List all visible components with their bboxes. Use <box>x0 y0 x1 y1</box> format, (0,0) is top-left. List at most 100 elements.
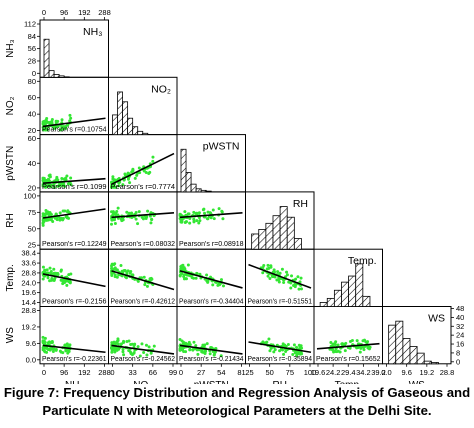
scatter-point-Temp-NH3-40 <box>67 273 71 277</box>
scatter-point-RH-NH3-59 <box>61 216 65 220</box>
scatter-point-RH-NO2-52 <box>134 217 138 221</box>
scatter-panel-Temp-pWSTN: Pearson's r=-0.34404 <box>178 263 244 306</box>
scatter-point-Temp-RH-27 <box>261 271 265 275</box>
scatter-point-RH-pWSTN-49 <box>184 220 188 224</box>
scatter-point-WS-Temp-66 <box>332 342 336 346</box>
scatter-point-Temp-RH-32 <box>282 281 286 285</box>
scatter-point-WS-pWSTN-63 <box>202 351 206 355</box>
scatter-point-pWSTN-NO2-34 <box>128 181 132 185</box>
scatter-point-Temp-NH3-36 <box>48 279 52 283</box>
scatter-point-Temp-NO2-66 <box>142 275 146 279</box>
scatter-point-WS-NH3-58 <box>52 347 56 351</box>
histogram-bar-NO2-1 <box>117 91 123 135</box>
scatter-point-RH-NO2-50 <box>121 218 125 222</box>
scatter-point-Temp-pWSTN-54 <box>206 280 210 284</box>
scatter-point-Temp-pWSTN-53 <box>178 273 182 277</box>
scatter-point-WS-NH3-67 <box>41 345 45 349</box>
scatter-point-RH-NH3-49 <box>64 215 68 219</box>
scatter-point-Temp-RH-56 <box>270 274 274 278</box>
scatter-point-pWSTN-NH3-52 <box>56 178 60 182</box>
x-tick-label-pWSTN-3: 81 <box>237 368 245 377</box>
scatter-point-RH-NO2-68 <box>113 211 117 215</box>
y-tick-label-RH-3: 25 <box>28 241 36 250</box>
y-tick-label-NH3-3: 28 <box>28 56 36 65</box>
scatter-point-WS-RH-55 <box>261 340 265 344</box>
scatter-point-WS-pWSTN-34 <box>196 352 200 356</box>
fit-line-RH-pWSTN <box>179 212 243 219</box>
scatter-point-pWSTN-NO2-19 <box>135 173 139 177</box>
scatter-point-WS-NH3-65 <box>42 349 46 353</box>
scatter-point-NO2-NH3-63 <box>41 122 45 126</box>
fit-line-RH-NO2 <box>111 212 175 219</box>
scatter-point-RH-NH3-65 <box>54 212 58 216</box>
scatter-point-Temp-NH3-66 <box>52 278 56 282</box>
scatter-point-pWSTN-NH3-69 <box>64 178 68 182</box>
right-tick-label-5: 8 <box>456 348 460 357</box>
x-tick-label-WS-0: 0.0 <box>381 368 391 377</box>
scatter-point-Temp-NO2-69 <box>129 269 133 273</box>
scatter-point-Temp-NO2-60 <box>112 263 116 267</box>
scatter-point-WS-RH-69 <box>300 352 304 356</box>
scatter-point-RH-NH3-68 <box>58 211 62 215</box>
x-axis-label-NO2: NO₂ <box>133 380 152 384</box>
right-tick-label-6: 0 <box>456 357 460 366</box>
scatter-point-Temp-NO2-59 <box>145 284 149 288</box>
scatter-point-pWSTN-NH3-47 <box>69 176 73 180</box>
scatter-point-pWSTN-NO2-3 <box>133 176 137 180</box>
histogram-bar-NO2-4 <box>132 126 139 135</box>
fit-line-Temp-NH3 <box>42 273 106 288</box>
scatter-point-Temp-pWSTN-61 <box>184 277 188 281</box>
scatter-point-WS-pWSTN-59 <box>209 346 213 350</box>
scatter-point-Temp-pWSTN-64 <box>182 267 186 271</box>
histogram-bar-Temp-5 <box>355 263 364 307</box>
scatter-point-WS-pWSTN-66 <box>182 340 186 344</box>
scatter-point-pWSTN-NO2-40 <box>151 155 155 159</box>
scatter-point-WS-NH3-48 <box>68 343 72 347</box>
y-tick-label-pWSTN-0: 60 <box>28 134 36 143</box>
pearson-label-WS-pWSTN: Pearson's r=-0.21434 <box>179 354 244 363</box>
scatter-point-Temp-NO2-55 <box>149 278 153 282</box>
scatter-panel-Temp-NH3: Pearson's r=-0.2156 <box>41 265 107 306</box>
scatter-point-WS-NO2-65 <box>144 343 148 347</box>
scatter-point-Temp-RH-51 <box>266 263 270 267</box>
x-tick-label-NH3-0: 0 <box>42 368 46 377</box>
scatter-point-WS-NO2-51 <box>125 340 129 344</box>
x-tick-label-RH-0: 25 <box>245 368 253 377</box>
x-tick-label-NO2-1: 33 <box>128 368 136 377</box>
scatter-point-Temp-NH3-28 <box>46 276 50 280</box>
scatter-point-WS-Temp-63 <box>331 348 335 352</box>
histogram-bar-NO2-0 <box>112 114 118 135</box>
y-tick-label-Temp-2: 28.8 <box>21 268 36 277</box>
x-axis-label-Temp: Temp. <box>335 380 362 384</box>
scatter-point-Temp-RH-6 <box>268 276 272 280</box>
scatter-point-WS-NO2-29 <box>133 342 137 346</box>
scatter-point-WS-NO2-15 <box>121 350 125 354</box>
y-axis-label-NH3: NH₃ <box>5 39 16 58</box>
scatter-point-Temp-RH-60 <box>299 276 303 280</box>
scatter-point-pWSTN-NH3-60 <box>59 183 63 187</box>
histogram-bar-NH3-0 <box>43 38 50 78</box>
scatter-point-RH-pWSTN-18 <box>197 211 201 215</box>
right-tick-label-0: 48 <box>456 304 464 313</box>
scatter-point-RH-pWSTN-6 <box>195 219 199 223</box>
scatter-point-RH-pWSTN-7 <box>183 210 187 214</box>
scatter-point-WS-RH-37 <box>273 348 277 352</box>
scatter-point-WS-pWSTN-46 <box>212 352 216 356</box>
scatter-point-Temp-NH3-69 <box>56 272 60 276</box>
scatter-point-WS-RH-24 <box>295 345 299 349</box>
scatter-point-WS-NO2-35 <box>132 351 136 355</box>
pearson-label-Temp-NH3: Pearson's r=-0.2156 <box>42 297 107 306</box>
diagonal-label-pWSTN: pWSTN <box>203 141 240 153</box>
fit-line-pWSTN-NO2 <box>111 152 175 186</box>
scatter-point-WS-pWSTN-36 <box>219 354 223 358</box>
scatter-point-pWSTN-NH3-30 <box>52 185 56 189</box>
fit-line-NO2-NH3 <box>42 117 106 128</box>
scatter-point-Temp-NH3-35 <box>41 265 45 269</box>
histogram-bar-NO2-2 <box>122 101 129 136</box>
scatter-panel-Temp-RH: Pearson's r=-0.51551 <box>248 263 312 306</box>
scatter-point-WS-Temp-56 <box>336 343 340 347</box>
histogram-bar-WS-2 <box>402 338 411 365</box>
y-tick-label-WS-1: 19.2 <box>21 322 36 331</box>
scatter-point-pWSTN-NH3-55 <box>55 175 59 179</box>
scatter-point-RH-NO2-34 <box>149 221 153 225</box>
